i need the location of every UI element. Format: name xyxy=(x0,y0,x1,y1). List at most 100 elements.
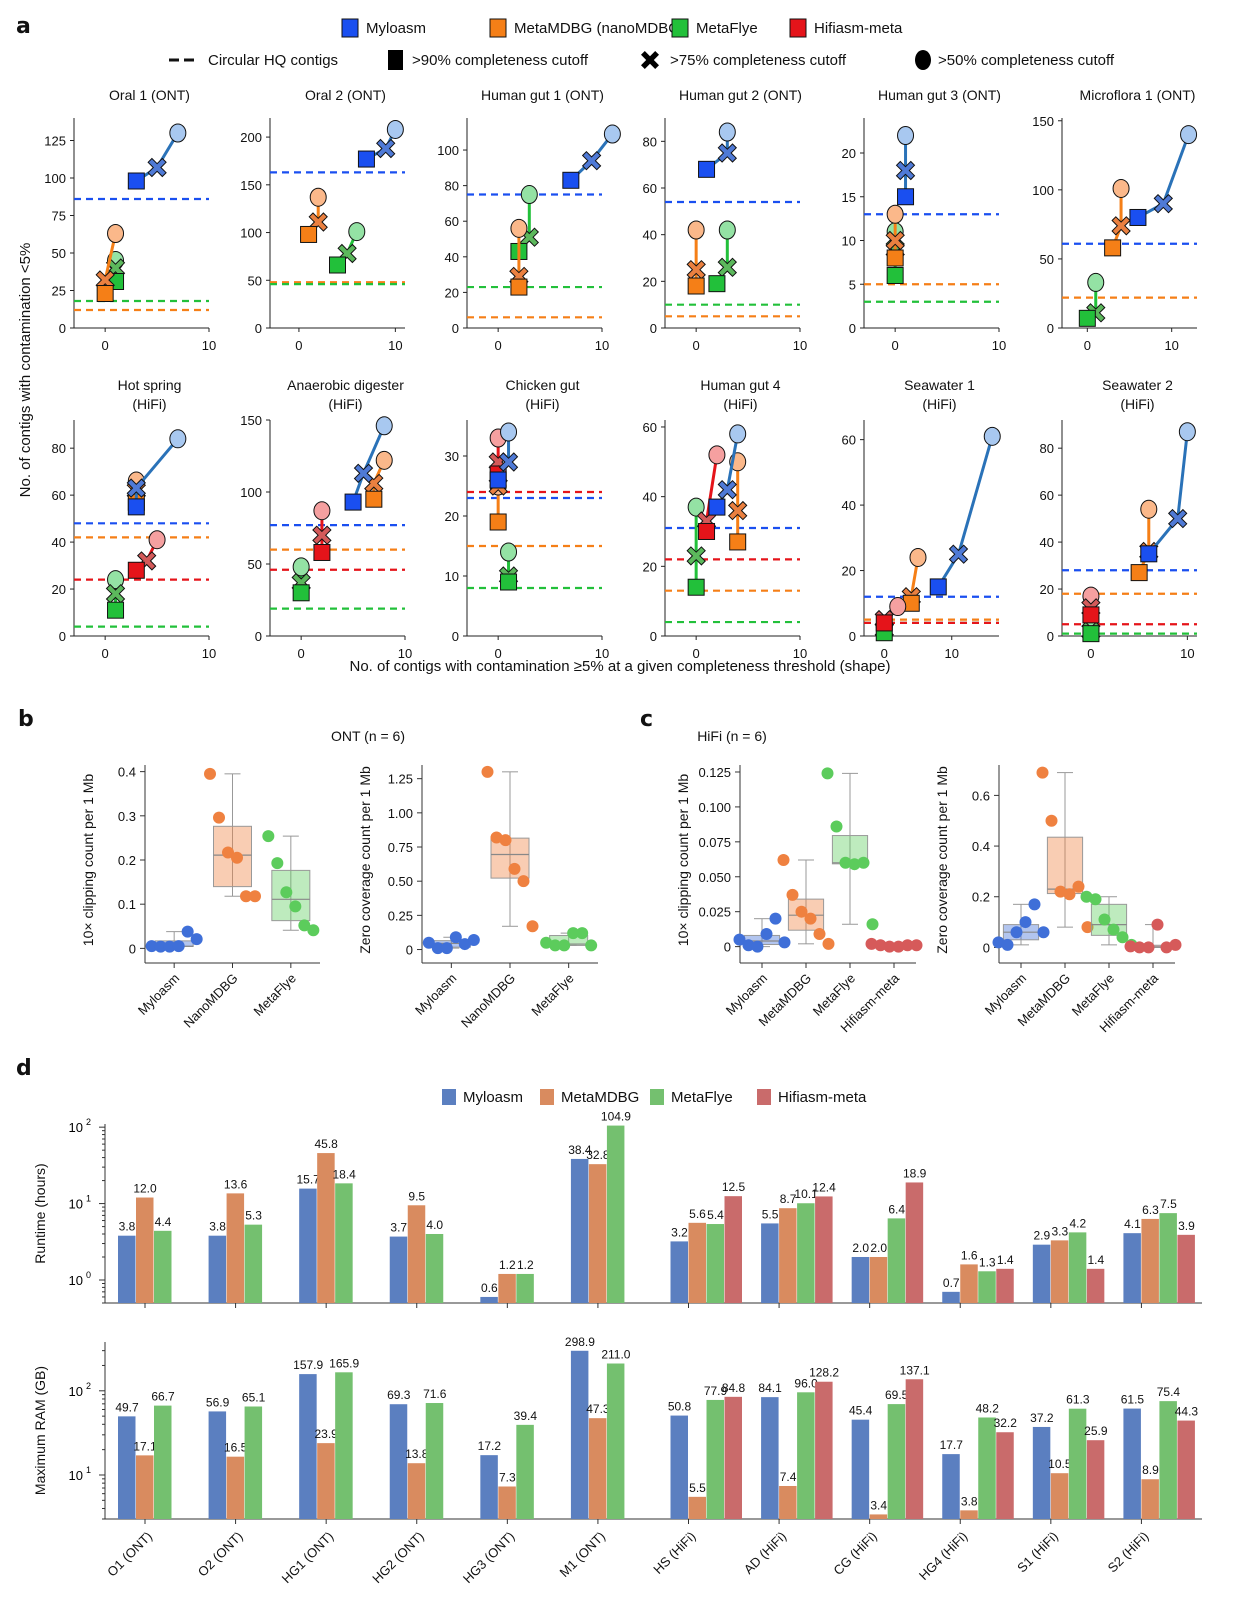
subplot-title: Seawater 2 xyxy=(1102,377,1173,393)
point-75-cross xyxy=(312,525,332,545)
point-75-cross xyxy=(1167,508,1188,529)
point-50-circle xyxy=(292,557,310,577)
y-tick-label: 0.025 xyxy=(698,905,731,920)
point-50-circle xyxy=(897,126,915,145)
bar-metamdbg xyxy=(498,1273,516,1303)
bar-group: 56.9 16.5 65.1 O2 (ONT) xyxy=(195,1390,266,1579)
point-90-square xyxy=(1082,606,1100,624)
bar-group: 49.7 17.1 66.7 O1 (ONT) xyxy=(104,1390,175,1580)
x-tick-label: Myloasm xyxy=(135,971,182,1018)
series-metamdbg xyxy=(686,220,706,295)
subplot-title: Human gut 2 (ONT) xyxy=(679,87,802,103)
bar-value-label: 3.8 xyxy=(119,1220,136,1234)
point-50-circle xyxy=(510,218,528,238)
data-point xyxy=(154,940,167,953)
y-tick-label: 0 xyxy=(406,943,413,958)
bar-value-label: 61.3 xyxy=(1066,1393,1090,1407)
point-75-cross xyxy=(717,479,738,500)
bar-value-label: 69.3 xyxy=(387,1388,411,1402)
series-hifiasm xyxy=(312,501,332,561)
bar-myloasm xyxy=(570,1350,589,1519)
data-point xyxy=(1081,921,1094,934)
swatch xyxy=(650,1089,664,1105)
y-tick-label: 100 xyxy=(240,226,262,241)
legend-label: MetaFlye xyxy=(671,1089,733,1106)
data-point xyxy=(865,937,878,950)
bar-myloasm xyxy=(208,1235,227,1303)
bar-value-label: 165.9 xyxy=(329,1356,359,1370)
point-90-square xyxy=(687,277,705,295)
point-50-circle xyxy=(889,597,907,617)
subplot-title: Human gut 4 xyxy=(700,377,780,393)
point-90-square xyxy=(357,150,375,168)
bar-value-label: 1.3 xyxy=(979,1255,996,1269)
panel-b-clipping: 0 0.1 0.2 0.3 0.4 10× clipping count per 1 Mb… xyxy=(80,765,320,1031)
bar-metamdbg xyxy=(1050,1473,1069,1519)
data-point xyxy=(910,939,923,952)
x-tick-label: 0 xyxy=(298,646,305,661)
bar-myloasm xyxy=(851,1256,870,1303)
series-metaflye xyxy=(329,222,366,274)
point-50-circle xyxy=(687,497,705,517)
bar-myloasm xyxy=(389,1404,408,1519)
series-line xyxy=(936,435,994,588)
y-tick-label: 50 xyxy=(248,273,262,288)
data-point xyxy=(839,856,852,869)
y-tick-exponent: 0 xyxy=(86,1270,91,1280)
bar-value-label: 50.8 xyxy=(668,1400,692,1414)
data-point xyxy=(280,886,293,899)
bar-value-label: 3.2 xyxy=(671,1225,688,1239)
y-tick-label: 60 xyxy=(445,214,459,229)
y-tick-label: 10 xyxy=(445,569,459,584)
data-point xyxy=(458,938,471,951)
bar-group: 157.9 23.9 165.9 HG1 (ONT) xyxy=(279,1356,360,1586)
bar-metamdbg xyxy=(317,1153,335,1303)
bar-metamdbg xyxy=(226,1456,245,1519)
y-tick-label: 0 xyxy=(724,940,731,955)
series-myloasm xyxy=(562,124,621,189)
y-tick-label: 1.00 xyxy=(388,806,413,821)
point-50-circle xyxy=(520,185,538,205)
point-50-circle xyxy=(1112,178,1130,198)
bar-group: 3.8 12.0 4.4 xyxy=(118,1182,172,1308)
bar-value-label: 5.5 xyxy=(762,1207,779,1221)
bar-metamdbg xyxy=(1141,1218,1159,1303)
box-metaflye: MetaFlye xyxy=(528,927,598,1019)
bar-value-label: 1.6 xyxy=(961,1248,978,1262)
bar-hifiasm xyxy=(905,1182,924,1303)
data-point xyxy=(1045,814,1058,827)
panel-label-c: c xyxy=(640,707,654,732)
y-tick-label: 80 xyxy=(643,134,657,149)
bar-group: 3.7 9.5 4.0 xyxy=(389,1189,443,1308)
bar-value-label: 37.2 xyxy=(1030,1411,1054,1425)
point-90-square xyxy=(1129,208,1147,226)
data-point xyxy=(181,925,194,938)
y-tick-label: 20 xyxy=(842,564,856,579)
series-metaflye xyxy=(708,220,738,293)
x-tick-label: S1 (HiFi) xyxy=(1014,1529,1061,1576)
bar-metamdbg xyxy=(869,1256,888,1303)
y-tick-label: 0 xyxy=(1047,321,1054,336)
bar-value-label: 39.4 xyxy=(514,1409,538,1423)
data-point xyxy=(1019,916,1032,929)
bar-group: 5.58.710.112.4 xyxy=(761,1180,836,1308)
y-axis-label: Maximum RAM (GB) xyxy=(32,1366,48,1495)
series-hifiasm xyxy=(696,445,726,540)
y-tick-exponent: 1 xyxy=(86,1194,91,1204)
data-point xyxy=(508,862,521,875)
data-point xyxy=(499,834,512,847)
data-point xyxy=(467,933,480,946)
y-tick-label: 20 xyxy=(445,285,459,300)
series-myloasm xyxy=(1140,422,1196,563)
data-point xyxy=(172,940,185,953)
point-90-square xyxy=(562,171,580,189)
data-point xyxy=(240,890,252,903)
data-point xyxy=(1169,938,1182,951)
x-tick-label: HG2 (ONT) xyxy=(369,1529,427,1587)
bar-value-label: 16.5 xyxy=(224,1441,248,1455)
subplot-title: Oral 2 (ONT) xyxy=(305,87,386,103)
y-tick-label: 0.25 xyxy=(388,908,413,923)
swatch xyxy=(540,1089,554,1105)
y-tick-label: 0 xyxy=(849,629,856,644)
y-tick-label: 10 xyxy=(69,1468,83,1483)
